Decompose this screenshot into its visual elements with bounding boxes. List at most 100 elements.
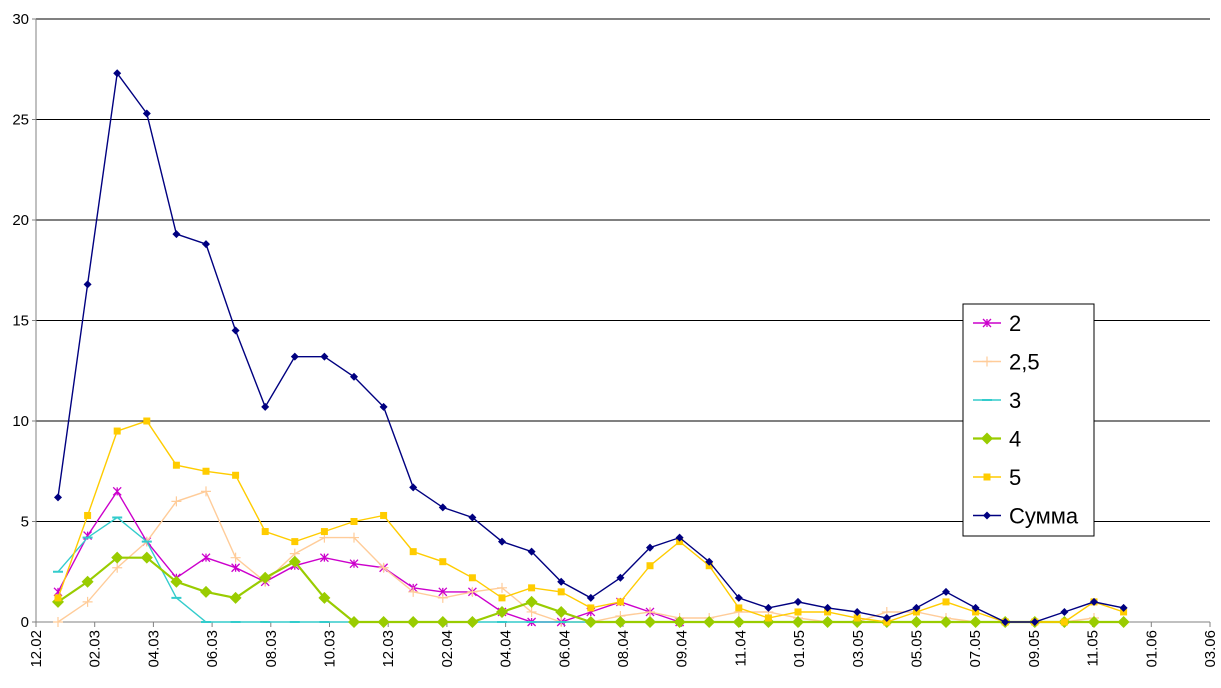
data-point <box>259 571 272 584</box>
data-point <box>853 607 862 616</box>
data-point <box>436 616 449 628</box>
y-axis-ticks: 0 5 10 15 20 25 30 <box>12 11 36 631</box>
x-tick-label: 03.06 <box>1202 630 1219 668</box>
legend-marker <box>983 473 991 481</box>
data-point <box>942 598 950 606</box>
data-point <box>319 553 329 563</box>
data-point <box>1120 608 1128 616</box>
data-point <box>972 608 980 616</box>
data-point <box>468 574 476 582</box>
data-point <box>794 608 802 616</box>
data-point <box>83 280 92 289</box>
data-point <box>646 543 654 552</box>
data-point <box>231 326 240 335</box>
data-point <box>170 575 183 588</box>
data-point <box>438 503 447 512</box>
x-tick-label: 08.04 <box>615 630 632 668</box>
data-point <box>1001 618 1010 626</box>
data-point <box>1060 607 1069 616</box>
data-point <box>318 591 331 604</box>
legend: 2 2,5 3 4 5 Сумма <box>962 303 1095 537</box>
data-point <box>526 606 537 617</box>
data-point <box>111 551 124 564</box>
data-point <box>379 402 388 411</box>
data-point <box>644 616 656 628</box>
data-point <box>200 585 212 598</box>
data-point <box>53 617 63 627</box>
data-point <box>350 372 358 381</box>
data-point <box>675 533 684 542</box>
legend-box <box>962 303 1095 537</box>
legend-label: 4 <box>1009 427 1021 452</box>
data-point <box>646 562 654 570</box>
data-point <box>912 608 920 616</box>
x-tick-label: 10.03 <box>322 630 339 668</box>
data-point <box>971 603 980 612</box>
x-tick-label: 09.04 <box>674 630 691 668</box>
data-point <box>969 616 982 628</box>
x-tick-label: 04.03 <box>145 630 162 668</box>
data-point <box>794 597 802 606</box>
data-point <box>912 603 921 612</box>
data-point <box>1060 618 1068 626</box>
data-point <box>54 493 62 502</box>
data-point <box>113 427 121 435</box>
data-point <box>229 591 242 604</box>
data-point <box>732 616 745 628</box>
data-point <box>823 603 832 612</box>
data-point <box>261 402 270 411</box>
legend-label: 5 <box>1009 465 1021 490</box>
data-point <box>112 562 123 573</box>
x-tick-label: 09.05 <box>1026 630 1043 668</box>
data-point <box>54 594 62 602</box>
data-point <box>288 555 301 568</box>
legend-item: 2,5 <box>973 350 1040 375</box>
data-point <box>586 593 595 602</box>
y-tick-label: 10 <box>12 413 29 430</box>
y-tick-label: 30 <box>12 11 29 28</box>
data-point <box>555 605 568 618</box>
data-point <box>142 109 151 118</box>
data-point <box>349 532 359 543</box>
x-tick-label: 11.05 <box>1085 630 1102 666</box>
data-point <box>528 584 536 592</box>
legend-item: 3 <box>973 388 1021 413</box>
legend-marker <box>982 356 992 367</box>
data-point <box>821 616 834 628</box>
data-point <box>232 471 240 479</box>
data-point <box>231 563 241 573</box>
data-point <box>498 594 506 602</box>
data-point <box>202 467 210 475</box>
data-point <box>614 616 627 628</box>
data-point <box>377 616 390 628</box>
data-point <box>764 603 773 612</box>
data-point <box>703 616 716 628</box>
data-point <box>201 486 211 497</box>
data-point <box>940 616 952 628</box>
data-point <box>112 486 122 496</box>
data-point <box>883 618 891 626</box>
data-point <box>350 518 358 525</box>
legend-label: 2 <box>1009 311 1021 336</box>
data-point <box>140 551 153 564</box>
data-point <box>408 586 419 597</box>
data-point <box>498 537 506 546</box>
data-point <box>764 614 772 622</box>
data-point <box>82 596 93 607</box>
data-point <box>673 616 686 628</box>
x-tick-label: 07.05 <box>967 630 984 668</box>
series-5 <box>54 69 1128 626</box>
x-tick-label: 05.05 <box>909 630 926 668</box>
x-axis-ticks: 12.02 02.03 04.03 06.03 08.03 10.03 12.03 02.04… <box>28 622 1219 668</box>
series-lines <box>52 69 1130 628</box>
data-point <box>676 538 684 546</box>
data-point <box>882 613 891 622</box>
x-tick-label: 01.05 <box>791 630 808 668</box>
data-point <box>143 417 151 425</box>
data-point <box>824 608 832 616</box>
data-point <box>202 240 210 249</box>
data-point <box>320 352 329 361</box>
data-point <box>557 588 565 596</box>
x-tick-label: 01.06 <box>1143 630 1160 668</box>
